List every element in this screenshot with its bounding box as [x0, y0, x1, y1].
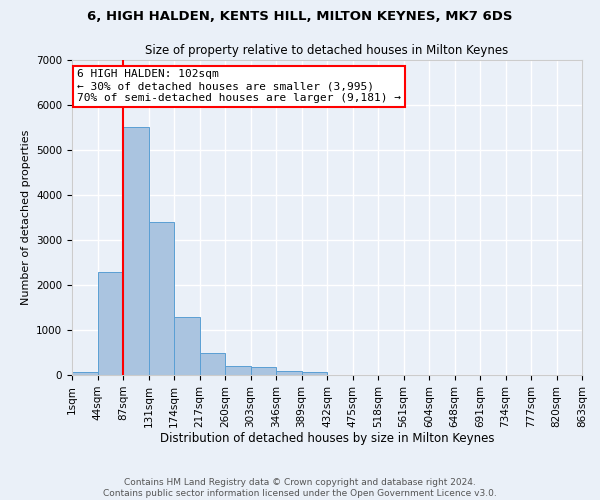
Bar [199, 352, 225, 375]
Text: 6, HIGH HALDEN, KENTS HILL, MILTON KEYNES, MK7 6DS: 6, HIGH HALDEN, KENTS HILL, MILTON KEYNE… [87, 10, 513, 23]
Title: Size of property relative to detached houses in Milton Keynes: Size of property relative to detached ho… [145, 44, 509, 58]
Text: 6 HIGH HALDEN: 102sqm
← 30% of detached houses are smaller (3,995)
70% of semi-d: 6 HIGH HALDEN: 102sqm ← 30% of detached … [77, 70, 401, 102]
Bar [97, 272, 123, 375]
Bar [149, 222, 174, 375]
Bar [72, 372, 97, 375]
Text: Contains HM Land Registry data © Crown copyright and database right 2024.
Contai: Contains HM Land Registry data © Crown c… [103, 478, 497, 498]
Bar [123, 128, 149, 375]
Bar [225, 366, 251, 375]
X-axis label: Distribution of detached houses by size in Milton Keynes: Distribution of detached houses by size … [160, 432, 494, 446]
Bar [276, 370, 302, 375]
Bar [251, 367, 276, 375]
Bar [174, 316, 199, 375]
Bar [302, 372, 327, 375]
Y-axis label: Number of detached properties: Number of detached properties [20, 130, 31, 305]
